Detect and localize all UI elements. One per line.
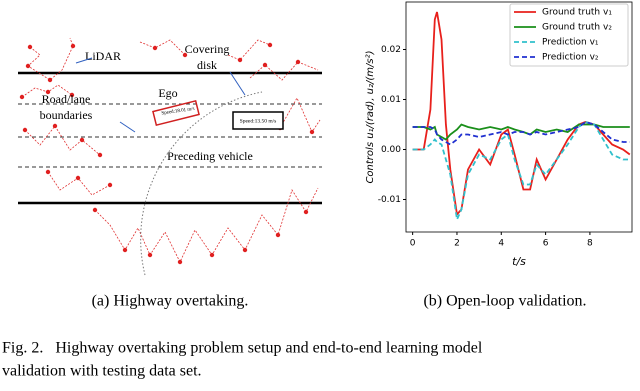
preceding-vehicle [232,111,284,130]
pointer [75,57,93,64]
legend-label: Prediction v₂ [542,53,599,63]
series-line [412,123,630,141]
x-tick-label: 4 [498,239,504,249]
label: LiDAR [85,49,121,63]
y-tick-label: 0.01 [381,95,401,105]
figure-caption: Fig. 2. Highway overtaking problem setup… [2,340,483,357]
figure-caption: validation with testing data set. [2,363,202,380]
subcaption: (b) Open-loop validation. [423,293,586,310]
lidar-points [19,37,321,265]
x-tick-label: 0 [410,239,416,249]
series-line [412,121,630,223]
legend-label: Ground truth v₂ [542,23,612,33]
x-axis-label: t/s [512,255,526,268]
legend-box [509,3,629,67]
label: disk [197,58,217,72]
y-tick-label: 0.00 [381,145,401,155]
pointer [229,71,246,96]
label: Road/lane [42,92,91,106]
label: Preceding vehicle [167,149,253,163]
chart: Controls u₁/(rad), u₂/(m/s²) t/s -0.01 0.… [365,1,633,268]
ego-vehicle [152,99,200,127]
y-tick-label: -0.01 [378,195,401,205]
series-line [412,121,630,146]
label: boundaries [40,108,93,122]
legend-label: Ground truth v₁ [542,8,612,18]
y-axis-label: Controls u₁/(rad), u₂/(m/s²) [365,50,376,183]
subcaption: (a) Highway overtaking. [92,293,249,310]
label: Covering [185,42,230,56]
x-tick-label: 2 [454,239,460,249]
preceding-speed: Speed:13.50 m/s [240,118,277,124]
x-tick-label: 8 [587,239,593,249]
highway-diagram: Speed:18.01 m/s Speed:13.50 m/s LiDAR Co… [18,37,322,276]
ego-speed: Speed:18.01 m/s [161,107,195,117]
plot-frame [405,1,633,233]
x-tick-label: 6 [543,239,549,249]
pointer [119,121,136,133]
label: Ego [158,86,177,100]
y-tick-label: 0.02 [381,45,401,55]
legend-label: Prediction v₁ [542,38,599,48]
